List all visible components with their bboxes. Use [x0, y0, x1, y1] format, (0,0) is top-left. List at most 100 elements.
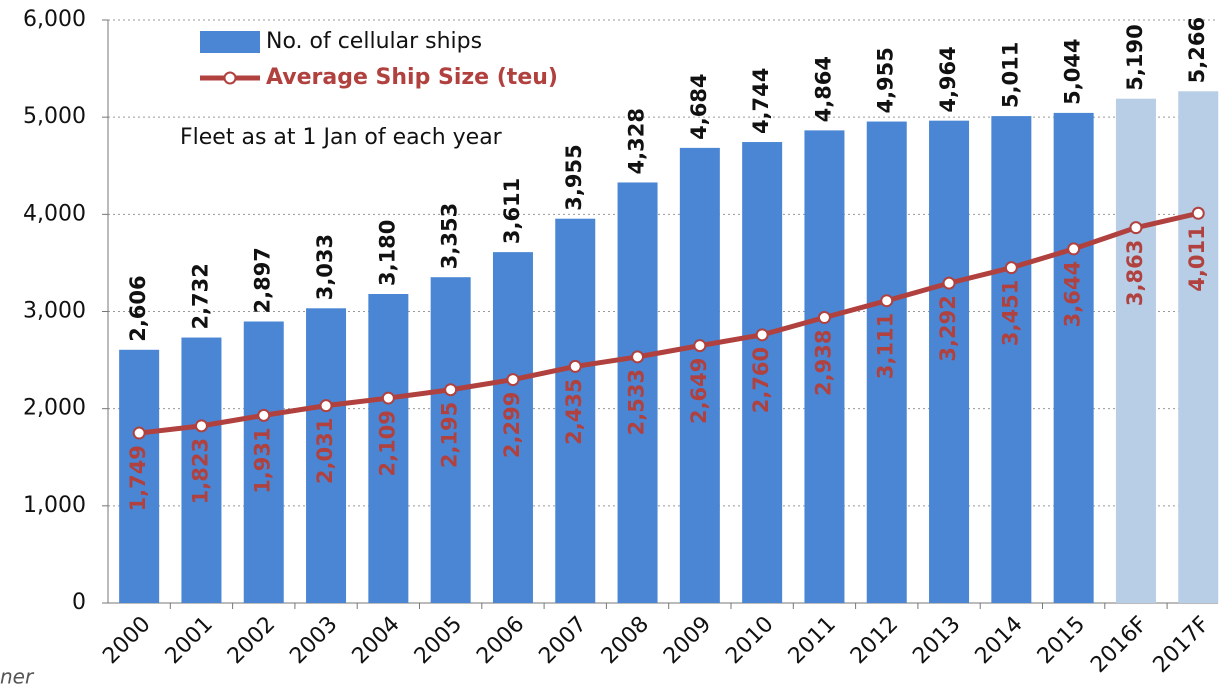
bar	[1053, 112, 1094, 604]
y-tick-label: 0	[72, 590, 86, 615]
bar	[555, 218, 596, 604]
bar-value-label: 5,266	[1185, 17, 1209, 83]
y-tick-label: 4,000	[23, 201, 86, 226]
bar-value-label: 3,180	[375, 220, 399, 286]
bar	[243, 321, 284, 603]
line-marker	[631, 350, 645, 364]
bar-value-label: 5,044	[1061, 38, 1085, 104]
line-marker	[568, 359, 582, 373]
bar-value-label: 3,611	[500, 178, 524, 244]
line-value-label: 1,823	[188, 438, 212, 504]
x-tick-label: 2005	[410, 612, 467, 669]
bar-value-label: 4,964	[936, 46, 960, 112]
bar-value-label: 4,328	[625, 108, 649, 174]
y-tick-label: 5,000	[23, 104, 86, 129]
x-tick-label: 2000	[98, 612, 155, 669]
x-tick-label: 2003	[285, 612, 342, 669]
line-value-label: 2,533	[625, 369, 649, 435]
line-value-label: 2,109	[375, 410, 399, 476]
y-tick-label: 2,000	[23, 396, 86, 421]
x-tick-label: 2001	[161, 612, 218, 669]
line-value-label: 2,195	[438, 402, 462, 468]
bar	[1115, 98, 1156, 603]
line-marker	[942, 276, 956, 290]
line-marker	[880, 294, 894, 308]
line-value-label: 2,649	[687, 358, 711, 424]
line-value-label: 2,938	[811, 330, 835, 396]
bar-value-label: 5,190	[1123, 24, 1147, 90]
annotation: Fleet as at 1 Jan of each year	[180, 125, 503, 150]
x-tick-label: 2004	[348, 612, 405, 669]
bar	[991, 116, 1032, 603]
y-tick-label: 3,000	[23, 299, 86, 324]
y-tick-label: 6,000	[23, 7, 86, 32]
bar-value-label: 3,033	[313, 234, 337, 300]
legend-label: No. of cellular ships	[266, 29, 482, 54]
line-marker	[444, 383, 458, 397]
line-marker	[1004, 261, 1018, 275]
x-tick-label: 2002	[223, 612, 280, 669]
line-value-label: 3,644	[1061, 261, 1085, 327]
x-tick-label: 2007	[534, 612, 591, 669]
line-marker	[381, 391, 395, 405]
legend-swatch	[200, 31, 260, 53]
line-marker	[506, 373, 520, 387]
x-tick-label: 2006	[472, 612, 529, 669]
line-value-label: 1,931	[251, 427, 275, 493]
line	[138, 210, 1199, 436]
bar	[866, 121, 907, 603]
bar	[679, 147, 720, 603]
x-tick-label: 2008	[597, 612, 654, 669]
bar	[306, 308, 347, 603]
x-tick-label: 2012	[846, 612, 903, 669]
bar-value-label: 3,353	[438, 203, 462, 269]
bar	[430, 277, 471, 603]
line-marker	[257, 408, 271, 422]
bar	[1178, 91, 1219, 603]
line-value-label: 3,863	[1123, 240, 1147, 306]
bar-value-label: 2,897	[251, 247, 275, 313]
x-tick-label: 2015	[1033, 612, 1090, 669]
x-tick-label: 2010	[721, 612, 778, 669]
line-value-label: 4,011	[1185, 225, 1209, 291]
bar-value-label: 4,864	[811, 56, 835, 122]
line-value-label: 3,451	[998, 280, 1022, 346]
bar	[119, 349, 160, 603]
line-value-label: 2,031	[313, 418, 337, 484]
bar	[368, 294, 409, 603]
line-marker	[194, 419, 208, 433]
y-tick-label: 1,000	[23, 493, 86, 518]
bar-value-label: 2,732	[188, 263, 212, 329]
bar-value-label: 4,744	[749, 68, 773, 134]
legend-marker	[223, 71, 237, 85]
x-tick-label: 2009	[659, 612, 716, 669]
line-marker	[1129, 221, 1143, 235]
line-value-label: 2,760	[749, 347, 773, 413]
x-tick-label: 2011	[784, 612, 841, 669]
line-value-label: 1,749	[126, 445, 150, 511]
bar-value-label: 4,955	[874, 47, 898, 113]
line-marker	[693, 339, 707, 353]
line-marker	[1067, 242, 1081, 256]
bar	[617, 182, 658, 604]
bar	[804, 130, 845, 603]
line-value-label: 3,292	[936, 295, 960, 361]
line-value-label: 2,435	[562, 378, 586, 444]
legend-label: Average Ship Size (teu)	[266, 65, 558, 90]
x-tick-label: 2016F	[1086, 612, 1152, 678]
bar	[492, 252, 533, 603]
line-marker	[319, 399, 333, 413]
bar-value-label: 2,606	[126, 275, 150, 341]
x-tick-label: 2013	[908, 612, 965, 669]
bar-value-label: 5,011	[998, 42, 1022, 108]
line-marker	[755, 328, 769, 342]
line-marker	[132, 426, 146, 440]
bar	[742, 142, 783, 604]
bar-value-label: 4,684	[687, 73, 711, 139]
bar-value-label: 3,955	[562, 144, 586, 210]
x-tick-label: 2014	[971, 612, 1028, 669]
bar	[181, 337, 222, 603]
line-value-label: 2,299	[500, 392, 524, 458]
bar	[929, 120, 970, 603]
